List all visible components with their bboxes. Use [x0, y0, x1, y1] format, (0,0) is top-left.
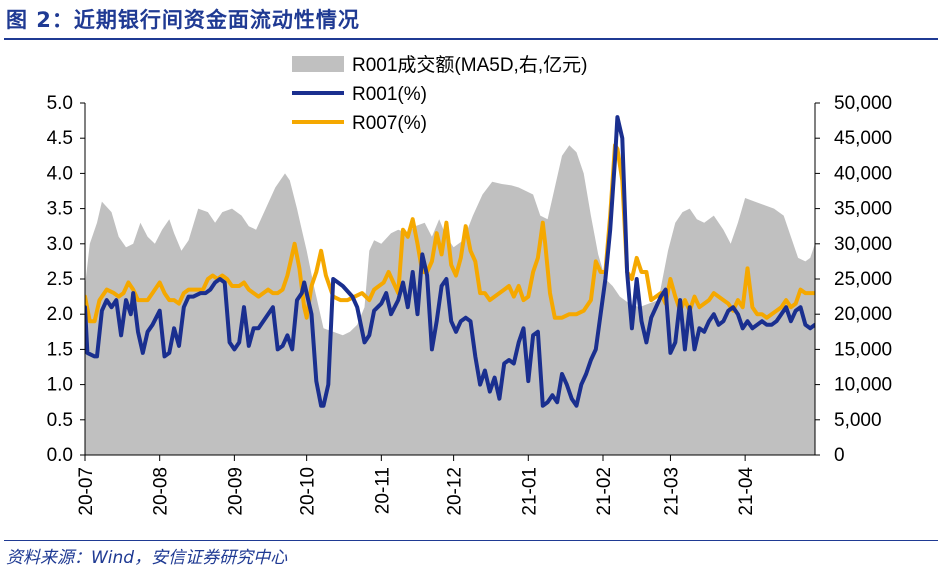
right-tick-label: 10,000 — [834, 375, 892, 396]
x-tick-label: 20-10 — [298, 467, 319, 516]
x-tick-label: 20-07 — [76, 467, 97, 516]
rate-lines-layer — [85, 115, 815, 408]
right-tick-label: 0 — [834, 445, 845, 466]
x-tick-label: 21-02 — [594, 467, 615, 516]
axes-layer: 0.0 0.5 1.0 1.5 2.0 2.5 3.0 3.5 4.0 4.5 5.0 0 5,000 1… — [47, 93, 893, 516]
left-tick-label: 0.5 — [47, 410, 73, 431]
title-rule — [4, 38, 938, 40]
legend-label-volume: R001成交额(MA5D,右,亿元) — [352, 54, 587, 76]
legend: R001成交额(MA5D,右,亿元) R001(%) R007(%) — [292, 54, 587, 134]
x-tick-label: 20-09 — [225, 467, 246, 516]
left-tick-label: 4.5 — [47, 128, 73, 149]
right-tick-label: 40,000 — [834, 163, 892, 184]
left-tick-label: 5.0 — [47, 93, 73, 114]
legend-swatch-volume — [292, 56, 344, 72]
left-tick-label: 4.0 — [47, 163, 73, 184]
right-tick-label: 35,000 — [834, 199, 892, 220]
left-tick-label: 0.0 — [47, 445, 73, 466]
source-rule — [4, 540, 938, 541]
left-tick-label: 2.5 — [47, 269, 73, 290]
right-tick-label: 50,000 — [834, 93, 892, 114]
x-tick-label: 20-12 — [445, 467, 466, 516]
left-tick-label: 2.0 — [47, 304, 73, 325]
legend-label-r001: R001(%) — [352, 84, 427, 105]
x-tick-label: 20-08 — [151, 467, 172, 516]
series-r001-line — [85, 115, 815, 408]
left-tick-label: 1.0 — [47, 375, 73, 396]
legend-label-r007: R007(%) — [352, 113, 427, 134]
right-tick-label: 5,000 — [834, 410, 882, 431]
series-r007-line — [85, 143, 815, 324]
right-tick-label: 15,000 — [834, 339, 892, 360]
left-tick-label: 1.5 — [47, 339, 73, 360]
x-tick-label: 20-11 — [372, 467, 393, 514]
left-tick-label: 3.5 — [47, 199, 73, 220]
x-tick-label: 21-01 — [519, 467, 540, 516]
right-tick-label: 25,000 — [834, 269, 892, 290]
left-tick-label: 3.0 — [47, 234, 73, 255]
right-tick-label: 45,000 — [834, 128, 892, 149]
x-tick-label: 21-03 — [661, 467, 682, 516]
right-tick-label: 30,000 — [834, 234, 892, 255]
x-tick-label: 21-04 — [736, 467, 757, 516]
right-tick-label: 20,000 — [834, 304, 892, 325]
figure-title: 图 2：近期银行间资金面流动性情况 — [6, 8, 360, 32]
figure-source: 资料来源：Wind，安信证券研究中心 — [6, 548, 288, 568]
